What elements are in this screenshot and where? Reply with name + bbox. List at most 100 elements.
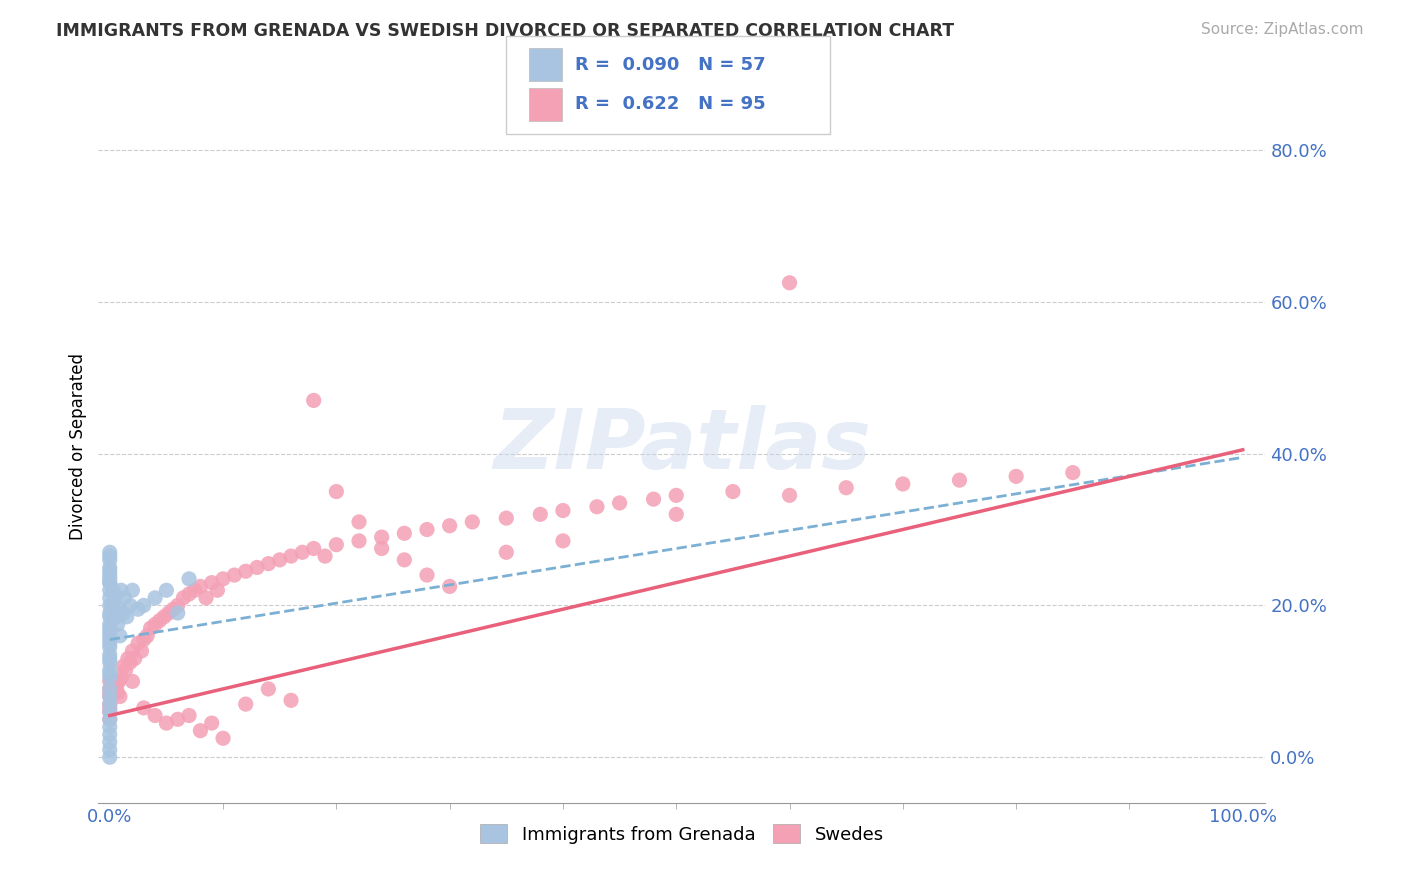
Point [98,609,121,624]
Point [98,666,121,681]
Point [347,533,370,548]
Point [101,599,124,613]
Point [416,568,439,582]
Point [224,568,246,582]
Point [190,579,212,593]
Point [98,568,121,582]
Point [551,503,574,517]
Point [177,587,200,601]
Point [98,656,121,670]
Point [98,690,121,704]
Point [157,606,180,620]
Point [98,681,121,696]
Point [347,515,370,529]
Point [108,602,131,616]
Point [665,508,688,522]
Point [1062,466,1084,480]
Point [155,583,177,598]
Point [98,553,121,567]
Point [143,708,166,723]
Point [101,674,124,689]
Point [98,705,121,719]
Point [105,609,128,624]
Point [235,564,257,578]
Point [112,659,135,673]
Point [98,560,121,574]
Point [98,564,121,578]
Point [280,693,302,707]
Point [98,690,121,704]
Point [269,553,291,567]
Point [98,742,121,756]
Point [131,644,153,658]
Point [643,492,665,507]
Point [721,484,744,499]
Point [98,701,121,715]
Point [314,549,336,563]
Point [325,538,347,552]
Point [98,640,121,655]
Point [98,686,121,700]
Point [115,609,138,624]
Point [110,583,132,598]
Point [120,656,142,670]
Point [439,579,461,593]
Point [291,545,314,559]
Point [370,530,392,544]
Point [114,591,136,605]
Point [325,484,347,499]
Point [132,599,155,613]
Text: IMMIGRANTS FROM GRENADA VS SWEDISH DIVORCED OR SEPARATED CORRELATION CHART: IMMIGRANTS FROM GRENADA VS SWEDISH DIVOR… [56,22,955,40]
Point [246,560,269,574]
Point [103,686,125,700]
Point [98,599,121,613]
Point [101,583,124,598]
Point [370,541,392,556]
Point [207,583,229,598]
Point [235,697,257,711]
Point [143,591,166,605]
Point [98,572,121,586]
Point [98,636,121,650]
Point [98,621,121,635]
Point [155,716,177,731]
Point [302,541,325,556]
Point [153,609,176,624]
Point [108,674,131,689]
Point [166,606,188,620]
Point [101,678,124,692]
Point [143,617,166,632]
Point [112,606,135,620]
Point [586,500,609,514]
Point [108,690,131,704]
Point [98,545,121,559]
Point [124,651,146,665]
Point [166,712,188,726]
Point [98,697,121,711]
Point [183,583,205,598]
Point [98,671,121,685]
Point [108,629,131,643]
Point [98,720,121,734]
Point [98,583,121,598]
Point [98,727,121,741]
Point [98,625,121,640]
Point [779,488,801,502]
Point [609,496,631,510]
Point [162,602,184,616]
Point [257,681,280,696]
Point [103,606,125,620]
Point [98,629,121,643]
Point [495,545,517,559]
Point [98,575,121,590]
Point [394,553,416,567]
Point [190,723,212,738]
Point [177,708,200,723]
Point [98,697,121,711]
Point [104,681,127,696]
Point [136,629,159,643]
Point [132,632,155,647]
Point [212,572,235,586]
Point [98,549,121,563]
Point [280,549,302,563]
